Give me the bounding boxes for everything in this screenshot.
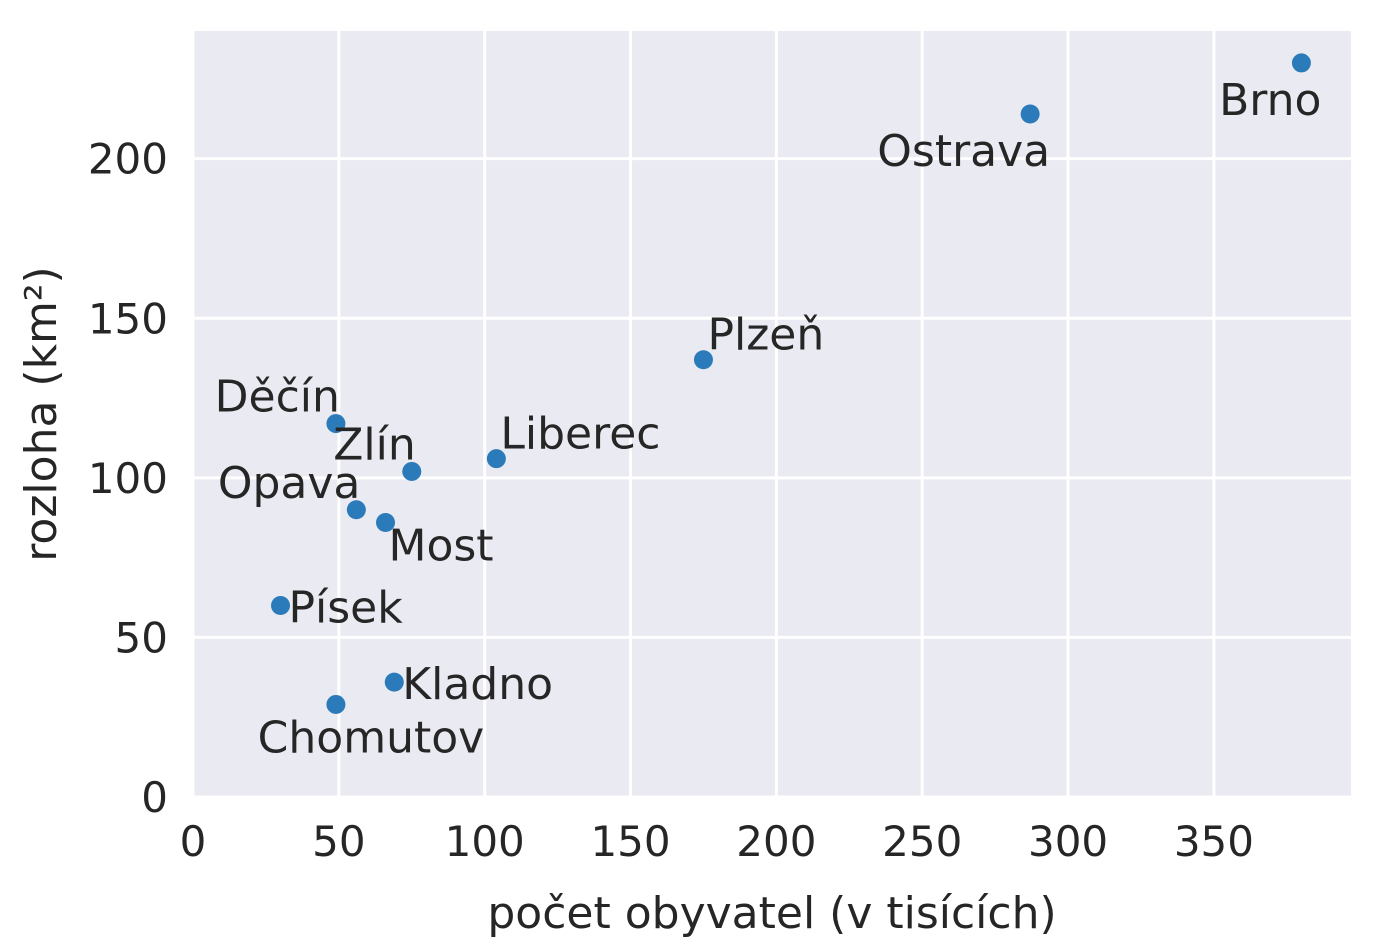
data-point — [1291, 53, 1311, 73]
y-tick-label: 100 — [88, 454, 168, 503]
point-label: Plzeň — [707, 310, 824, 361]
x-tick-label: 250 — [882, 817, 962, 866]
data-points — [271, 53, 1311, 714]
point-label: Děčín — [215, 372, 340, 423]
point-label: Písek — [289, 583, 404, 634]
data-point — [326, 694, 346, 714]
x-tick-label: 50 — [312, 817, 365, 866]
data-point — [271, 596, 291, 615]
x-tick-label: 150 — [590, 817, 670, 866]
point-label: Zlín — [333, 419, 415, 470]
y-tick-label: 150 — [88, 294, 168, 343]
data-point — [384, 672, 404, 692]
point-label: Opava — [218, 458, 361, 509]
y-tick-label: 0 — [141, 773, 168, 822]
point-label: Chomutov — [258, 712, 485, 763]
x-tick-labels: 0 50 100 150 200 250 300 350 — [180, 817, 1254, 866]
x-axis-label: počet obyvatel (v tisících) — [487, 888, 1056, 939]
data-point — [326, 414, 346, 434]
data-point — [376, 513, 396, 533]
point-label: Liberec — [500, 409, 660, 460]
x-tick-label: 300 — [1028, 817, 1108, 866]
point-label: Ostrava — [877, 126, 1050, 177]
plot-background — [193, 31, 1351, 797]
point-label: Kladno — [402, 659, 553, 710]
point-label: Most — [389, 521, 494, 572]
x-tick-label: 100 — [445, 817, 525, 866]
x-tick-label: 350 — [1174, 817, 1254, 866]
data-point — [693, 350, 713, 370]
y-tick-labels: 0 50 100 150 200 — [88, 135, 168, 822]
grid-lines — [191, 31, 1351, 799]
data-point — [402, 461, 422, 481]
y-tick-label: 50 — [115, 613, 168, 662]
data-point — [1020, 104, 1040, 124]
y-tick-label: 200 — [88, 135, 168, 184]
x-tick-label: 0 — [180, 817, 207, 866]
x-tick-label: 200 — [736, 817, 816, 866]
data-point — [346, 500, 366, 520]
data-point — [486, 449, 506, 469]
y-axis-label: rozloha (km²) — [16, 266, 67, 561]
point-label: Brno — [1219, 75, 1321, 126]
